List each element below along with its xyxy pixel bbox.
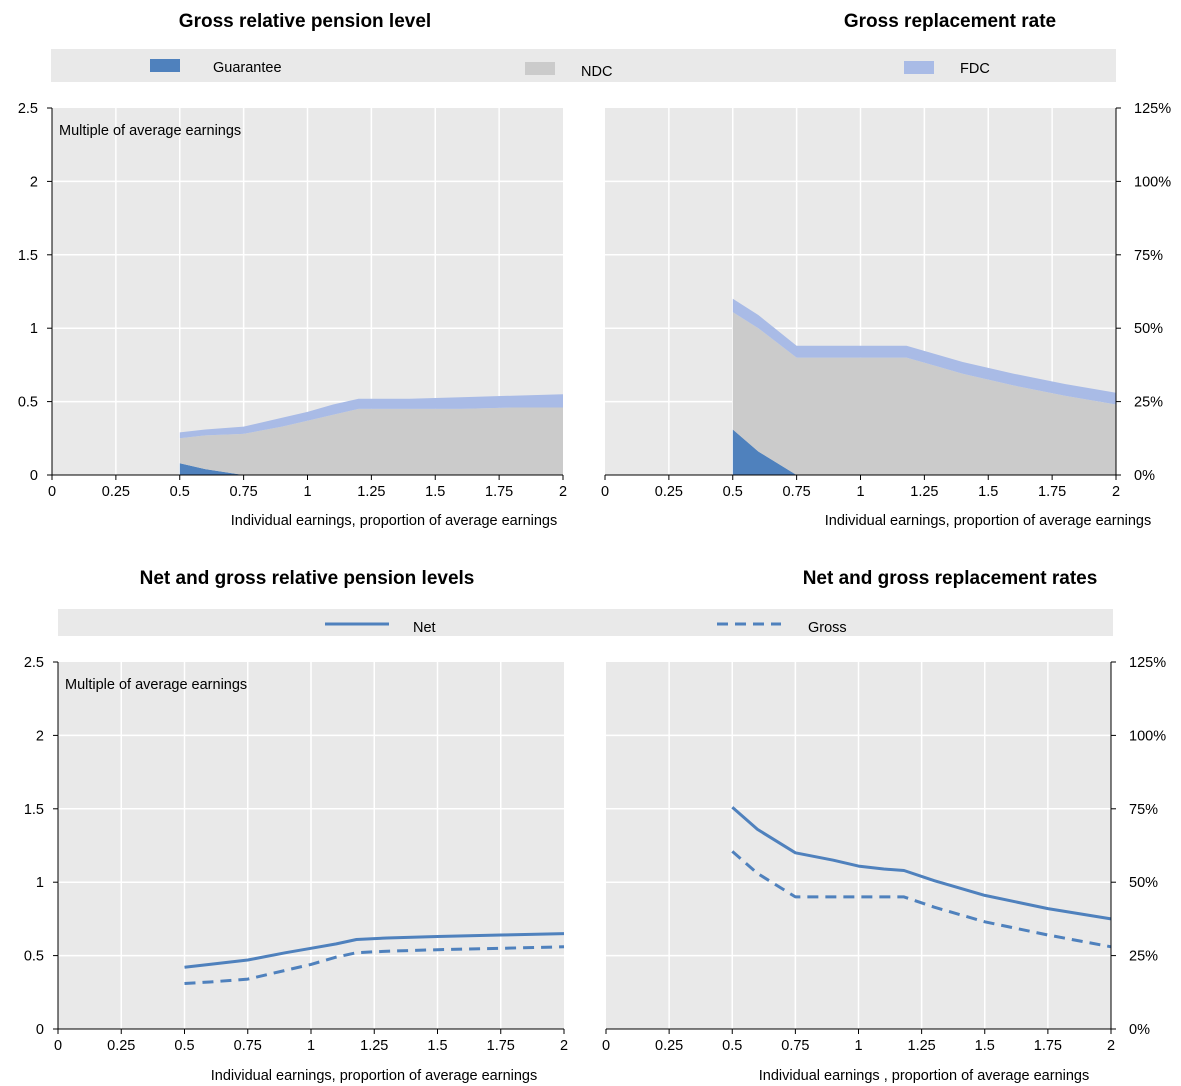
x-tick-label: 0.25	[102, 484, 130, 500]
x-axis-label: Individual earnings, proportion of avera…	[825, 513, 1151, 529]
x-axis-label: Individual earnings , proportion of aver…	[759, 1068, 1090, 1084]
y-tick-label: 0	[36, 1022, 44, 1038]
legend-swatch-guarantee	[150, 59, 180, 72]
chart-gross-replacement-rate: 0 0.25 0.5 0.75 1 1.25 1.5 1.75 2 0% 25% 50% 75% 100%…	[601, 101, 1171, 529]
x-tick-label: 1.25	[908, 1038, 936, 1054]
chart-title-tr: Gross replacement rate	[844, 11, 1056, 32]
x-tick-label: 0.75	[781, 1038, 809, 1054]
x-tick-label: 0.25	[655, 1038, 683, 1054]
area-series-guarantee	[732, 429, 1116, 475]
chart-net-gross-relative-pension-levels: 0 0.25 0.5 0.75 1 1.25 1.5 1.75 2 0 0.5 1 1.5 2 2.5 Ind…	[24, 655, 568, 1084]
y-tick-label: 50%	[1129, 875, 1158, 891]
x-tick-label: 2	[1107, 1038, 1115, 1054]
y-tick-label: 0.5	[24, 949, 44, 965]
legend-swatch-ndc	[525, 62, 555, 75]
x-tick-label: 1.75	[485, 484, 513, 500]
legend-swatch-fdc	[904, 61, 934, 74]
x-tick-label: 1	[854, 1038, 862, 1054]
legend-label-net: Net	[413, 620, 436, 636]
y-tick-label: 0.5	[18, 395, 38, 411]
x-tick-label: 0.75	[230, 484, 258, 500]
x-tick-label: 1.5	[978, 484, 998, 500]
y-tick-label: 100%	[1134, 174, 1171, 190]
chart-net-gross-replacement-rates: 0 0.25 0.5 0.75 1 1.25 1.5 1.75 2 0% 25% 50% 75% 100%…	[602, 655, 1166, 1084]
x-tick-label: 0.25	[107, 1038, 135, 1054]
x-tick-label: 0.5	[722, 1038, 742, 1054]
y-tick-label: 50%	[1134, 321, 1163, 337]
x-tick-label: 1.5	[425, 484, 445, 500]
line-series-net	[731, 806, 1112, 921]
y-tick-label: 125%	[1129, 655, 1166, 671]
chart-title-br: Net and gross replacement rates	[803, 568, 1098, 589]
chart-gross-relative-pension-level: 0 0.25 0.5 0.75 1 1.25 1.5 1.75 2 0 0.5 1 1.5 2 2.5 Ind…	[18, 101, 567, 529]
y-tick-label: 2.5	[18, 101, 38, 117]
legend-top: Guarantee NDC FDC	[51, 49, 1116, 82]
x-tick-label: 0	[48, 484, 56, 500]
x-tick-label: 2	[559, 484, 567, 500]
area-series-ndc	[732, 312, 1116, 475]
x-tick-label: 1.5	[975, 1038, 995, 1054]
x-tick-label: 1	[307, 1038, 315, 1054]
area-series-guarantee	[179, 463, 564, 475]
y-tick-label: 1.5	[18, 248, 38, 264]
y-tick-label: 1	[30, 321, 38, 337]
x-tick-label: 1.25	[360, 1038, 388, 1054]
x-tick-label: 0.75	[783, 484, 811, 500]
x-tick-label: 1.75	[487, 1038, 515, 1054]
y-tick-label: 75%	[1134, 248, 1163, 264]
x-tick-label: 0.75	[234, 1038, 262, 1054]
legend-label-ndc: NDC	[581, 64, 612, 80]
y-tick-label: 0%	[1134, 468, 1155, 484]
y-tick-label: 25%	[1129, 949, 1158, 965]
unit-annotation: Multiple of average earnings	[59, 123, 241, 139]
line-series-gross	[184, 945, 565, 985]
x-tick-label: 1.5	[427, 1038, 447, 1054]
x-tick-label: 1.25	[357, 484, 385, 500]
unit-annotation: Multiple of average earnings	[65, 677, 247, 693]
y-tick-label: 100%	[1129, 728, 1166, 744]
area-series-fdc	[732, 298, 1116, 405]
x-tick-label: 1.75	[1034, 1038, 1062, 1054]
area-series-fdc	[179, 394, 564, 439]
y-tick-label: 2	[30, 174, 38, 190]
y-tick-label: 75%	[1129, 802, 1158, 818]
area-series-ndc	[179, 407, 564, 475]
y-tick-label: 1.5	[24, 802, 44, 818]
chart-title-tl: Gross relative pension level	[179, 11, 431, 32]
y-tick-label: 1	[36, 875, 44, 891]
legend-bottom: Net Gross	[58, 609, 1113, 636]
legend-bottom-background	[58, 609, 1113, 636]
x-tick-label: 0	[601, 484, 609, 500]
x-tick-label: 0.5	[723, 484, 743, 500]
x-tick-label: 2	[1112, 484, 1120, 500]
x-tick-label: 0	[602, 1038, 610, 1054]
line-series-net	[184, 932, 565, 969]
y-tick-label: 2.5	[24, 655, 44, 671]
x-tick-label: 2	[560, 1038, 568, 1054]
x-axis-label: Individual earnings, proportion of avera…	[211, 1068, 537, 1084]
y-tick-label: 2	[36, 728, 44, 744]
legend-label-fdc: FDC	[960, 61, 990, 77]
legend-label-guarantee: Guarantee	[213, 60, 282, 76]
x-axis-label: Individual earnings, proportion of avera…	[231, 513, 557, 529]
x-tick-label: 0.25	[655, 484, 683, 500]
y-tick-label: 0	[30, 468, 38, 484]
line-series-gross	[731, 850, 1112, 949]
x-tick-label: 1	[303, 484, 311, 500]
x-tick-label: 0.5	[174, 1038, 194, 1054]
y-tick-label: 125%	[1134, 101, 1171, 117]
chart-title-bl: Net and gross relative pension levels	[140, 568, 475, 589]
x-tick-label: 0.5	[170, 484, 190, 500]
x-tick-label: 1	[856, 484, 864, 500]
legend-label-gross: Gross	[808, 620, 847, 636]
y-tick-label: 25%	[1134, 395, 1163, 411]
x-tick-label: 1.25	[910, 484, 938, 500]
y-tick-label: 0%	[1129, 1022, 1150, 1038]
legend-top-background	[51, 49, 1116, 82]
x-tick-label: 1.75	[1038, 484, 1066, 500]
x-tick-label: 0	[54, 1038, 62, 1054]
